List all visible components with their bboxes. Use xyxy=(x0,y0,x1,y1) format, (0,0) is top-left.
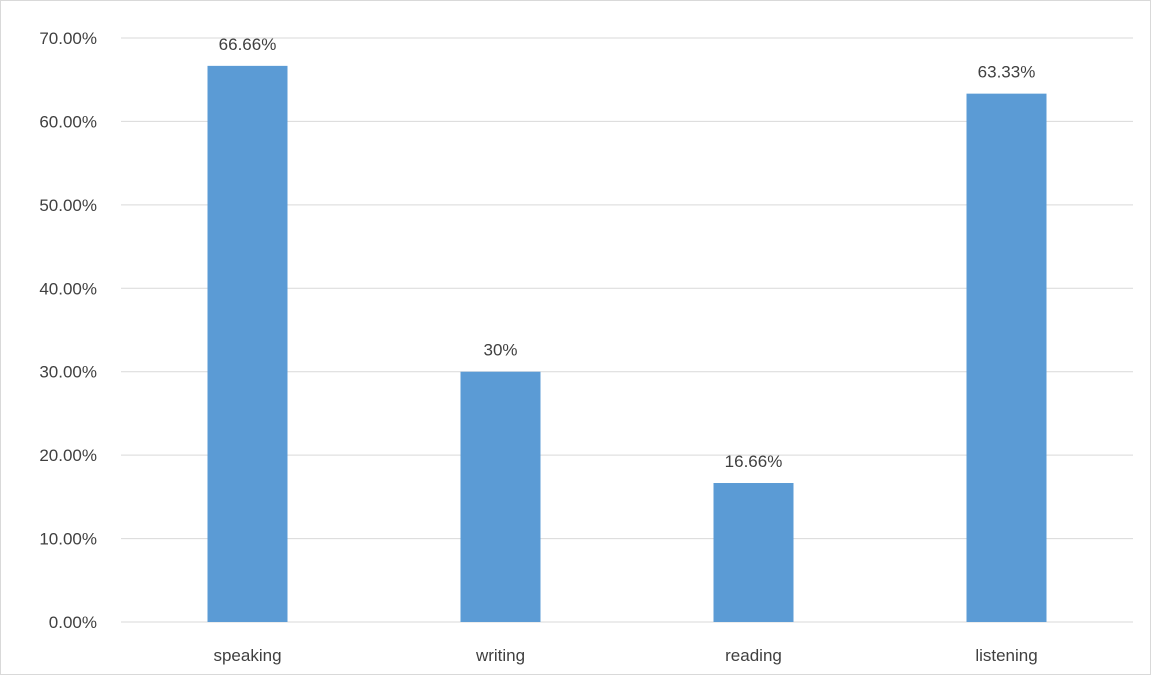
bar-speaking xyxy=(207,65,288,623)
y-tick-label: 20.00% xyxy=(39,446,97,465)
x-tick-label-reading: reading xyxy=(725,646,782,665)
bar-listening xyxy=(966,93,1047,623)
y-tick-label: 40.00% xyxy=(39,279,97,298)
y-tick-label: 0.00% xyxy=(49,613,97,632)
data-label-reading: 16.66% xyxy=(725,452,783,471)
x-tick-label-writing: writing xyxy=(475,646,525,665)
gridlines xyxy=(121,37,1133,623)
y-tick-label: 10.00% xyxy=(39,530,97,549)
data-labels: 66.66% 30% 16.66% 63.33% xyxy=(219,35,1036,471)
y-tick-label: 70.00% xyxy=(39,29,97,48)
data-label-writing: 30% xyxy=(483,341,517,360)
y-tick-label: 60.00% xyxy=(39,112,97,131)
y-tick-label: 50.00% xyxy=(39,196,97,215)
data-label-listening: 63.33% xyxy=(978,63,1036,82)
bar-writing xyxy=(460,371,541,622)
x-axis-ticks: speaking writing reading listening xyxy=(213,646,1037,665)
x-tick-label-listening: listening xyxy=(975,646,1037,665)
data-label-speaking: 66.66% xyxy=(219,35,277,54)
x-tick-label-speaking: speaking xyxy=(213,646,281,665)
y-tick-label: 30.00% xyxy=(39,363,97,382)
bar-reading xyxy=(713,483,794,622)
bars xyxy=(207,65,1047,623)
y-axis-ticks: 0.00% 10.00% 20.00% 30.00% 40.00% 50.00% 60.00… xyxy=(39,29,97,632)
